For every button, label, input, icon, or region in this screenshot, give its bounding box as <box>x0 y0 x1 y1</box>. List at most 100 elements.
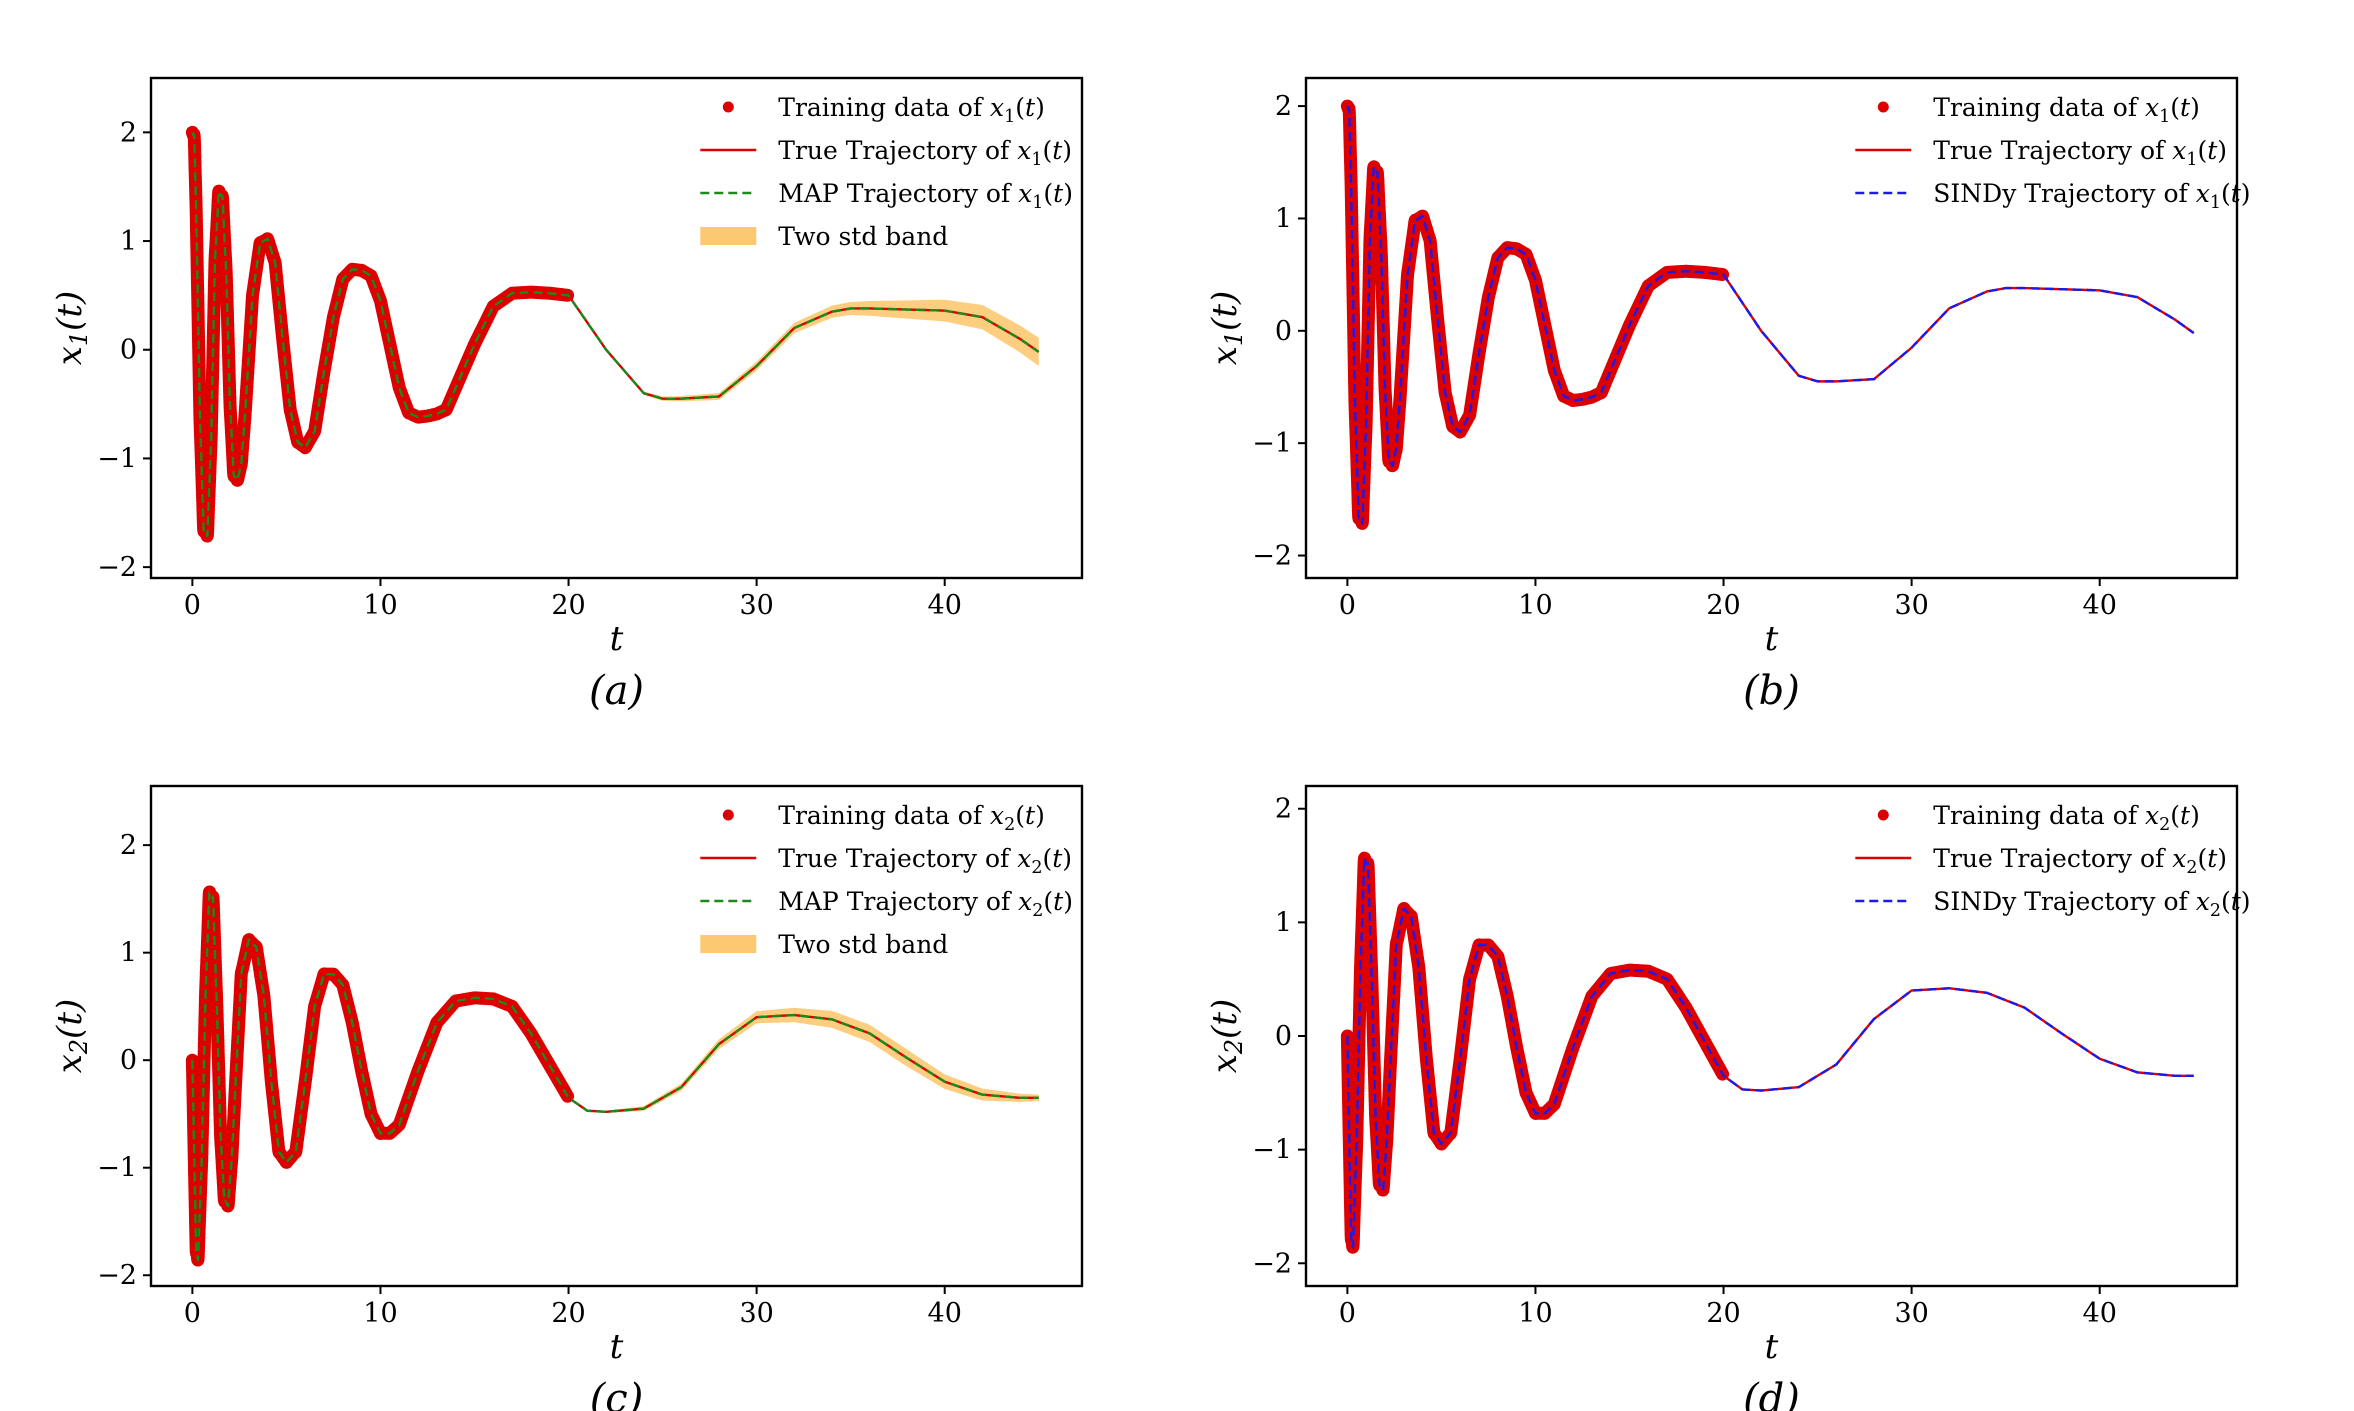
legend-label: Two std band <box>778 930 948 959</box>
y-tick-label: 2 <box>1275 91 1292 122</box>
y-tick-label: 0 <box>120 335 137 366</box>
training-data-series <box>1340 99 1730 530</box>
chart-panel-d: 0 10 20 30 40 −2 −1 0 1 2 t x2(t) (d) Training data o… <box>1205 784 2251 1411</box>
model-trajectory-line <box>191 131 1040 538</box>
legend-label: Training data of x1(t) <box>778 93 1045 127</box>
legend-label: MAP Trajectory of x1(t) <box>778 179 1073 213</box>
y-tick-label: 1 <box>1275 907 1292 938</box>
x-axis-label: t <box>610 1327 624 1367</box>
x-tick-label: 40 <box>928 1298 962 1329</box>
plot-area <box>185 885 1039 1267</box>
legend-label: SINDy Trajectory of x2(t) <box>1933 887 2250 921</box>
legend: Training data of x2(t) True Trajectory of… <box>700 801 1073 959</box>
legend-item: Training data of x1(t) <box>1877 93 2200 127</box>
y-tick-label: 1 <box>1275 203 1292 234</box>
x-tick-label: 30 <box>739 590 773 621</box>
x-tick-label: 30 <box>1894 590 1928 621</box>
x-tick-label: 10 <box>1518 590 1552 621</box>
legend-label: Training data of x1(t) <box>1933 93 2200 127</box>
x-tick-label: 10 <box>363 1298 397 1329</box>
model-trajectory-line <box>191 890 1039 1262</box>
training-data-series <box>185 125 575 543</box>
y-tick-label: 1 <box>120 938 137 969</box>
legend: Training data of x2(t) True Trajectory of… <box>1855 801 2251 921</box>
model-trajectory-line <box>1346 857 2194 1249</box>
y-tick-label: −2 <box>97 1260 137 1291</box>
chart-panel-b: 0 10 20 30 40 −2 −1 0 1 2 t x1(t) (b) Training data o… <box>1205 76 2251 714</box>
plot-frame <box>149 784 1084 1288</box>
y-axis-label: x2(t) <box>50 999 93 1074</box>
y-axis-label: x2(t) <box>1205 999 1248 1074</box>
x-tick-label: 20 <box>551 590 585 621</box>
model-trajectory-line <box>1346 105 2195 525</box>
panel-label: (b) <box>1743 668 1800 714</box>
y-tick-label: 2 <box>120 830 137 861</box>
legend: Training data of x1(t) True Trajectory of… <box>700 93 1073 251</box>
legend-dot-marker <box>722 101 734 113</box>
legend-item: Two std band <box>700 222 948 251</box>
chart-panel-c: 0 10 20 30 40 −2 −1 0 1 2 t x2(t) (c) Training data o… <box>50 784 1084 1411</box>
x-tick-label: 0 <box>1339 590 1356 621</box>
legend-label: SINDy Trajectory of x1(t) <box>1933 179 2250 213</box>
y-tick-label: −1 <box>1252 1135 1292 1166</box>
legend-band-marker <box>700 227 757 245</box>
legend-item: True Trajectory of x1(t) <box>1855 136 2227 170</box>
legend-dot-marker <box>1877 809 1889 821</box>
y-tick-label: −2 <box>97 552 137 583</box>
legend-dot-marker <box>1877 101 1889 113</box>
y-tick-label: −1 <box>97 1153 137 1184</box>
y-tick-label: −2 <box>1252 541 1292 572</box>
legend-item: MAP Trajectory of x2(t) <box>700 887 1073 921</box>
x-tick-label: 10 <box>1518 1298 1552 1329</box>
legend: Training data of x1(t) True Trajectory of… <box>1855 93 2251 213</box>
y-tick-label: 0 <box>120 1045 137 1076</box>
y-tick-label: −1 <box>97 443 137 474</box>
x-tick-label: 0 <box>1339 1298 1356 1329</box>
y-tick-label: −1 <box>1252 428 1292 459</box>
x-axis-label: t <box>1765 619 1779 659</box>
y-tick-label: 2 <box>1275 794 1292 825</box>
x-tick-label: 40 <box>2083 590 2117 621</box>
x-tick-label: 20 <box>1706 590 1740 621</box>
plot-area <box>185 125 1040 543</box>
true-trajectory-line <box>1346 857 2194 1249</box>
plot-frame <box>1304 76 2239 580</box>
legend-label: Training data of x2(t) <box>1933 801 2200 835</box>
x-tick-label: 40 <box>2083 1298 2117 1329</box>
training-data-series <box>185 885 575 1267</box>
x-tick-label: 20 <box>551 1298 585 1329</box>
chart-panel-a: 0 10 20 30 40 −2 −1 0 1 2 t x1(t) (a) Training data o… <box>50 76 1084 714</box>
std-band <box>568 1007 1039 1114</box>
x-tick-label: 0 <box>184 590 201 621</box>
y-tick-label: −2 <box>1252 1248 1292 1279</box>
legend-label: True Trajectory of x1(t) <box>778 136 1072 170</box>
legend-item: SINDy Trajectory of x2(t) <box>1855 887 2251 921</box>
legend-item: Training data of x1(t) <box>722 93 1045 127</box>
legend-label: True Trajectory of x2(t) <box>778 844 1072 878</box>
training-data-series <box>1340 851 1730 1254</box>
plot-frame <box>149 76 1084 580</box>
legend-item: True Trajectory of x2(t) <box>700 844 1072 878</box>
legend-item: Two std band <box>700 930 948 959</box>
plot-area <box>1340 99 2195 530</box>
x-axis-label: t <box>610 619 624 659</box>
std-band <box>568 295 1039 402</box>
y-tick-label: 0 <box>1275 1021 1292 1052</box>
legend-item: True Trajectory of x2(t) <box>1855 844 2227 878</box>
x-tick-label: 20 <box>1706 1298 1740 1329</box>
y-tick-label: 1 <box>120 226 137 257</box>
y-tick-label: 0 <box>1275 316 1292 347</box>
x-tick-label: 10 <box>363 590 397 621</box>
legend-item: MAP Trajectory of x1(t) <box>700 179 1073 213</box>
legend-item: Training data of x2(t) <box>722 801 1045 835</box>
legend-label: Training data of x2(t) <box>778 801 1045 835</box>
legend-item: True Trajectory of x1(t) <box>700 136 1072 170</box>
y-axis-label: x1(t) <box>50 291 93 366</box>
x-axis-label: t <box>1765 1327 1779 1367</box>
x-tick-label: 30 <box>739 1298 773 1329</box>
legend-item: Training data of x2(t) <box>1877 801 2200 835</box>
legend-dot-marker <box>722 809 734 821</box>
legend-label: True Trajectory of x2(t) <box>1933 844 2227 878</box>
true-trajectory-line <box>1346 105 2195 525</box>
